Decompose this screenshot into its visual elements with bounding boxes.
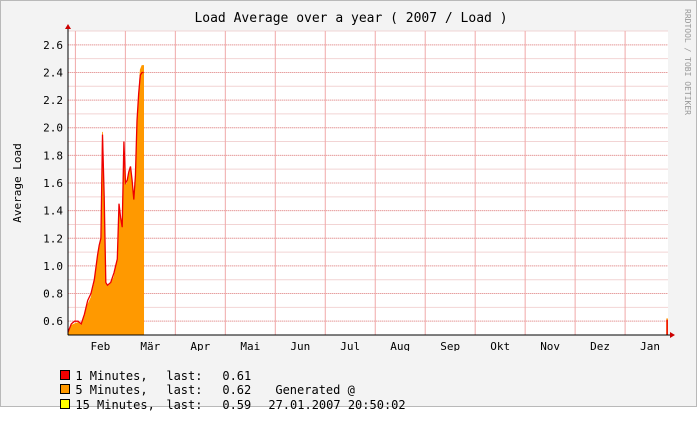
x-tick-label: Apr	[190, 340, 210, 351]
x-tick-labels: Feb Mär Apr Mai Jun Jul Aug Sep Okt Nov Dez Jan	[90, 340, 660, 353]
series-areas	[67, 65, 668, 336]
legend-swatch	[60, 369, 71, 380]
legend-swatch	[60, 384, 71, 394]
chart-frame: 0.6 0.8 1.0 1.2 1.4 1.6 1.8 2.0 2.2 2.4 2.6 Feb Mär…	[0, 0, 697, 412]
legend-label: 15 Minutes,	[75, 397, 155, 412]
y-tick-label: 1.8	[43, 149, 63, 162]
y-tick-label: 2.6	[43, 39, 63, 52]
x-tick-label: Jul	[340, 340, 360, 351]
y-axis-label: Average Load	[11, 143, 24, 222]
axes	[65, 24, 675, 338]
y-tick-label: 1.4	[43, 205, 63, 218]
y-tick-label: 2.4	[43, 66, 63, 79]
y-tick-label: 0.8	[43, 288, 63, 301]
x-tick-label: Nov	[540, 340, 560, 351]
chart-title: Load Average over a year ( 2007 / Load )	[194, 11, 507, 26]
x-tick-label: Dez	[590, 340, 610, 351]
y-tick-labels: 0.6 0.8 1.0 1.2 1.4 1.6 1.8 2.0 2.2 2.4 2.6	[43, 39, 63, 328]
y-tick-label: 1.2	[43, 232, 63, 245]
legend-extra: Generated @	[275, 383, 355, 397]
x-tick-label: Mai	[240, 340, 260, 351]
legend-swatch	[60, 398, 71, 409]
legend-last-label: last:	[166, 368, 203, 383]
legend-extra: 27.01.2007 20:50:02	[268, 397, 406, 412]
y-tick-label: 2.0	[43, 122, 63, 135]
legend-last-value: 0.61	[222, 368, 252, 383]
legend-row: 5 Minutes, last: 0.62 Generated @	[17, 369, 406, 397]
series-line	[67, 71, 144, 333]
legend-last-value: 0.59	[222, 397, 252, 412]
legend-last-value: 0.62	[222, 383, 252, 397]
y-tick-label: 1.0	[43, 260, 63, 273]
x-tick-label: Jan	[640, 340, 660, 351]
x-tick-label: Okt	[490, 340, 510, 351]
x-axis-arrow	[670, 332, 675, 338]
y-tick-label: 1.6	[43, 177, 63, 190]
x-tick-label: Feb	[90, 340, 110, 351]
x-tick-label: Aug	[390, 340, 410, 351]
legend-label: 5 Minutes,	[75, 383, 148, 397]
legend: 1 Minutes, last: 0.61 5 Minutes, last: 0.62 G…	[17, 354, 406, 412]
legend-last-label: last:	[166, 383, 203, 397]
legend-row: 1 Minutes, last: 0.61	[17, 354, 406, 383]
legend-last-label: last:	[166, 397, 203, 412]
y-axis-arrow	[65, 24, 71, 29]
y-tick-label: 2.2	[43, 94, 63, 107]
x-tick-label: Sep	[440, 340, 460, 351]
watermark: RRDTOOL / TOBI OETIKER	[683, 9, 692, 115]
y-tick-label: 0.6	[43, 315, 63, 328]
series-area	[666, 319, 668, 335]
x-tick-label: Mär	[140, 340, 160, 351]
legend-label: 1 Minutes,	[75, 368, 148, 383]
x-tick-label: Jun	[290, 340, 310, 351]
chart-svg: 0.6 0.8 1.0 1.2 1.4 1.6 1.8 2.0 2.2 2.4 2.6 Feb Mär…	[11, 9, 692, 353]
